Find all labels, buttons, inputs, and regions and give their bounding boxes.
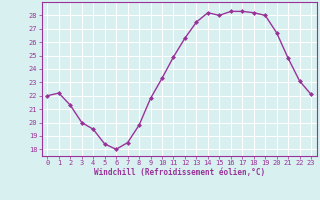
- X-axis label: Windchill (Refroidissement éolien,°C): Windchill (Refroidissement éolien,°C): [94, 168, 265, 177]
